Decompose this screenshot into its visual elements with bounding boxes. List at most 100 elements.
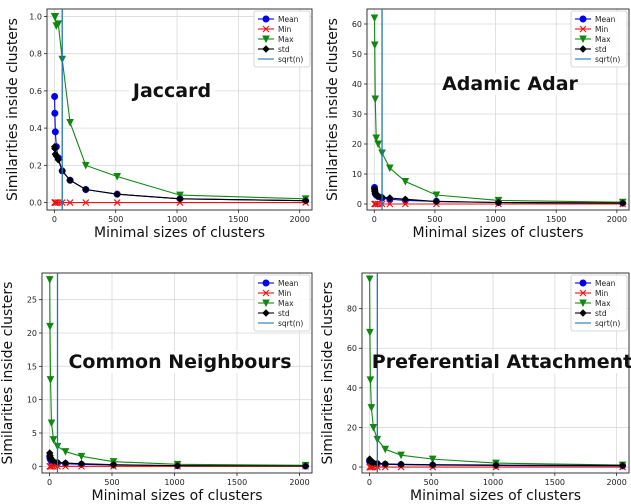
- data-point-max: [370, 14, 379, 23]
- legend-label: Mean: [595, 15, 616, 24]
- data-point-std: [618, 199, 627, 207]
- legend-marker: [579, 15, 587, 23]
- y-tick-label: 0: [32, 462, 37, 471]
- x-tick-label: 1000: [483, 478, 503, 487]
- y-tick-label: 40: [347, 384, 357, 393]
- data-point-std: [173, 461, 182, 470]
- x-axis-label: Minimal sizes of clusters: [412, 225, 583, 241]
- data-point-std: [54, 156, 62, 164]
- y-tick-label: 0.2: [29, 161, 42, 170]
- data-point-max: [369, 423, 378, 432]
- data-point-max: [372, 134, 381, 143]
- data-point-max: [113, 173, 121, 181]
- x-tick-label: 0: [372, 215, 377, 224]
- data-point-max: [81, 161, 90, 170]
- data-point-max: [374, 140, 382, 149]
- data-point-max: [366, 328, 374, 337]
- data-point-std: [381, 460, 389, 468]
- legend-marker: [579, 299, 587, 308]
- overlay-title: Adamic Adar: [442, 73, 578, 95]
- data-point-min: [176, 199, 184, 206]
- legend-marker: [262, 45, 270, 53]
- legend-label: sqrt(n): [278, 319, 303, 328]
- data-point-max: [385, 164, 394, 173]
- x-tick-label: 1000: [485, 215, 505, 224]
- legend-label: std: [595, 309, 607, 318]
- data-point-max: [77, 452, 86, 461]
- legend-marker: [262, 15, 270, 23]
- x-tick-label: 1000: [164, 478, 184, 487]
- data-point-max: [401, 178, 410, 186]
- data-point-std: [432, 197, 441, 206]
- legend-marker: [579, 45, 587, 53]
- legend-label: std: [278, 45, 290, 54]
- overlay-title-bg: [444, 73, 576, 95]
- y-tick-label: 80: [347, 305, 357, 314]
- legend-label: Max: [278, 35, 294, 44]
- data-point-std: [428, 460, 437, 469]
- x-tick-label: 500: [108, 215, 123, 224]
- data-point-min: [371, 200, 379, 208]
- data-point-max: [61, 448, 70, 456]
- data-point-max: [366, 376, 375, 385]
- chart-panel-4: 0 500 1000 1500 2000 0 20 40 60 80 Minimal sizes o…: [320, 272, 631, 504]
- data-point-min: [113, 199, 121, 206]
- data-point-std: [61, 459, 70, 467]
- data-point-max: [46, 376, 55, 384]
- legend-label: sqrt(n): [595, 55, 620, 64]
- data-point-max: [365, 275, 374, 284]
- y-tick-label: 20: [27, 329, 37, 338]
- data-layer: [50, 9, 310, 210]
- legend-label: Min: [595, 289, 609, 298]
- data-point-std: [82, 185, 90, 194]
- overlay-title-bg: [382, 351, 622, 373]
- data-point-max: [371, 95, 380, 104]
- y-tick-label: 50: [352, 50, 362, 59]
- legend-marker: [262, 279, 270, 287]
- data-point-max: [51, 12, 60, 21]
- chart-panel-1: 0 500 1000 1500 2000 0.0 0.2 0.4 0.6 0.8 1.0 Minima…: [5, 8, 313, 241]
- y-axis-label: Similarities inside clusters: [325, 18, 341, 201]
- legend-box: [570, 10, 628, 68]
- legend-label: Max: [595, 35, 611, 44]
- y-tick-label: 0.6: [29, 87, 42, 96]
- y-tick-label: 20: [352, 140, 362, 149]
- y-tick-label: 0.8: [29, 50, 42, 59]
- data-point-std: [109, 460, 118, 469]
- x-tick-label: 2000: [606, 478, 626, 487]
- legend-label: std: [595, 45, 607, 54]
- y-tick-label: 15: [27, 362, 37, 371]
- legend-marker: [579, 35, 587, 44]
- data-point-max: [54, 20, 63, 29]
- y-tick-label: 40: [352, 80, 362, 89]
- legend-box: [570, 274, 628, 332]
- data-point-std: [113, 190, 121, 198]
- y-axis-label: Similarities inside clusters: [0, 282, 16, 465]
- legend-marker: [262, 299, 270, 308]
- y-tick-label: 25: [27, 296, 37, 305]
- data-point-max: [49, 436, 58, 444]
- legend-box: [253, 274, 311, 332]
- legend-marker: [579, 289, 587, 297]
- y-tick-label: 10: [352, 170, 362, 179]
- data-point-std: [386, 194, 394, 202]
- data-point-max: [381, 445, 390, 454]
- data-layer: [45, 273, 310, 473]
- data-point-max: [370, 41, 379, 50]
- x-tick-label: 500: [424, 478, 439, 487]
- data-point-max: [45, 276, 54, 284]
- data-point-std: [66, 176, 74, 184]
- legend-marker: [579, 25, 587, 33]
- y-tick-label: 10: [27, 396, 37, 405]
- y-axis-label: Similarities inside clusters: [5, 18, 21, 201]
- data-point-std: [494, 198, 503, 207]
- overlay-title: Common Neighbours: [68, 351, 291, 373]
- x-tick-label: 1500: [227, 478, 247, 487]
- x-axis-label: Minimal sizes of clusters: [94, 225, 265, 241]
- y-axis-label: Similarities inside clusters: [320, 282, 336, 465]
- legend-label: Min: [278, 25, 292, 34]
- chart-panel-3: 0 500 1000 1500 2000 0 5 10 15 20 25 Minimal sizes …: [0, 272, 313, 504]
